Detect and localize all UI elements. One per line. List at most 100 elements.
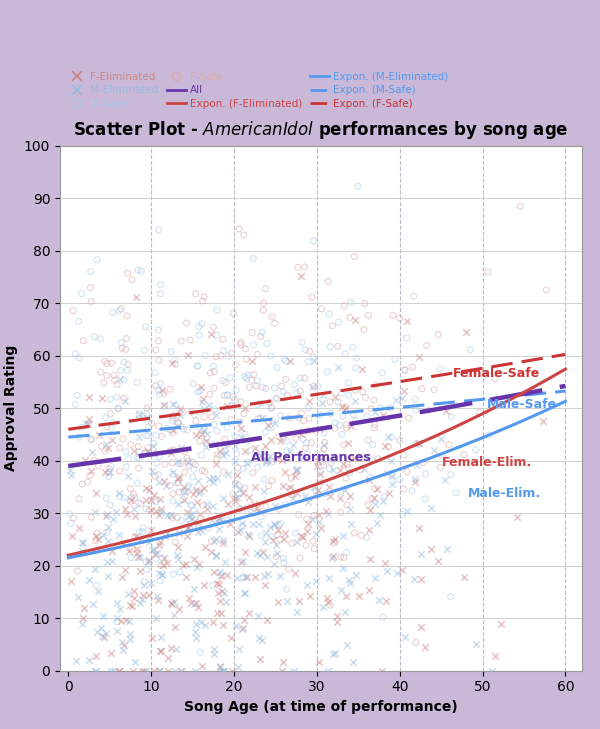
Point <box>307 381 317 393</box>
Point <box>392 567 402 579</box>
Point <box>115 603 125 615</box>
Point <box>541 284 551 296</box>
Point <box>233 462 242 474</box>
Point <box>134 452 144 464</box>
Point <box>288 439 298 451</box>
Point <box>211 533 221 545</box>
Point <box>352 352 361 364</box>
Point <box>325 491 334 502</box>
Point <box>323 596 332 608</box>
Point <box>74 493 83 504</box>
Point <box>330 534 340 545</box>
Point <box>103 535 113 547</box>
Point <box>248 518 258 530</box>
Point <box>193 521 203 533</box>
Point <box>116 616 125 628</box>
Point <box>142 408 151 419</box>
Point <box>317 448 327 459</box>
Point <box>182 424 192 436</box>
Point <box>189 598 199 609</box>
Point <box>314 516 324 528</box>
Point <box>191 597 201 609</box>
Point <box>243 370 253 381</box>
Point <box>364 310 373 321</box>
Point <box>91 531 100 542</box>
Point <box>91 563 100 574</box>
Point <box>257 448 266 459</box>
Point <box>291 527 301 539</box>
Point <box>241 402 250 414</box>
Point <box>194 558 203 570</box>
Point <box>170 537 180 548</box>
Point <box>134 497 143 509</box>
Point <box>334 316 343 328</box>
Point <box>197 499 207 511</box>
Point <box>211 549 221 561</box>
Point <box>149 490 159 502</box>
Point <box>261 383 271 394</box>
Point <box>165 480 175 491</box>
Point <box>158 558 168 570</box>
Point <box>100 631 109 642</box>
Point <box>183 523 193 534</box>
Point <box>134 431 143 443</box>
Point <box>155 664 165 676</box>
Point <box>272 453 281 465</box>
Point <box>200 619 209 631</box>
Point <box>244 529 253 540</box>
Point <box>346 577 355 588</box>
Point <box>103 570 113 582</box>
Point <box>309 351 319 363</box>
Point <box>154 539 164 551</box>
Point <box>173 553 183 564</box>
Point <box>395 313 404 324</box>
Point <box>240 571 250 582</box>
Point <box>187 499 196 511</box>
Point <box>410 473 420 485</box>
Point <box>369 394 379 406</box>
Point <box>140 448 150 459</box>
Point <box>451 487 461 499</box>
Point <box>145 504 154 515</box>
Point <box>173 541 183 553</box>
Point <box>292 387 301 399</box>
Point <box>236 337 245 348</box>
Point <box>121 615 131 626</box>
Point <box>212 577 221 589</box>
Point <box>361 451 371 463</box>
Point <box>126 439 136 451</box>
Point <box>253 505 263 517</box>
Point <box>193 360 202 372</box>
Point <box>319 439 329 451</box>
Point <box>402 332 412 344</box>
Point <box>446 411 456 423</box>
Point <box>112 378 122 390</box>
Point <box>211 458 221 469</box>
Point <box>170 621 180 633</box>
Point <box>203 504 212 515</box>
Point <box>176 665 185 677</box>
Point <box>459 572 469 583</box>
Point <box>343 639 352 651</box>
Point <box>188 456 197 468</box>
Point <box>338 459 348 470</box>
Point <box>263 569 272 580</box>
Point <box>270 318 280 330</box>
Point <box>175 410 184 421</box>
Point <box>117 636 127 647</box>
Point <box>250 572 260 583</box>
Point <box>214 509 223 521</box>
Point <box>239 622 248 634</box>
Point <box>309 381 319 392</box>
Point <box>229 308 238 319</box>
Point <box>349 409 358 421</box>
Point <box>176 458 186 469</box>
Point <box>173 550 182 561</box>
Point <box>190 626 199 638</box>
Point <box>215 566 225 577</box>
Point <box>135 534 145 546</box>
Point <box>334 419 344 431</box>
Point <box>77 618 87 630</box>
Point <box>371 407 380 418</box>
Point <box>273 529 283 541</box>
